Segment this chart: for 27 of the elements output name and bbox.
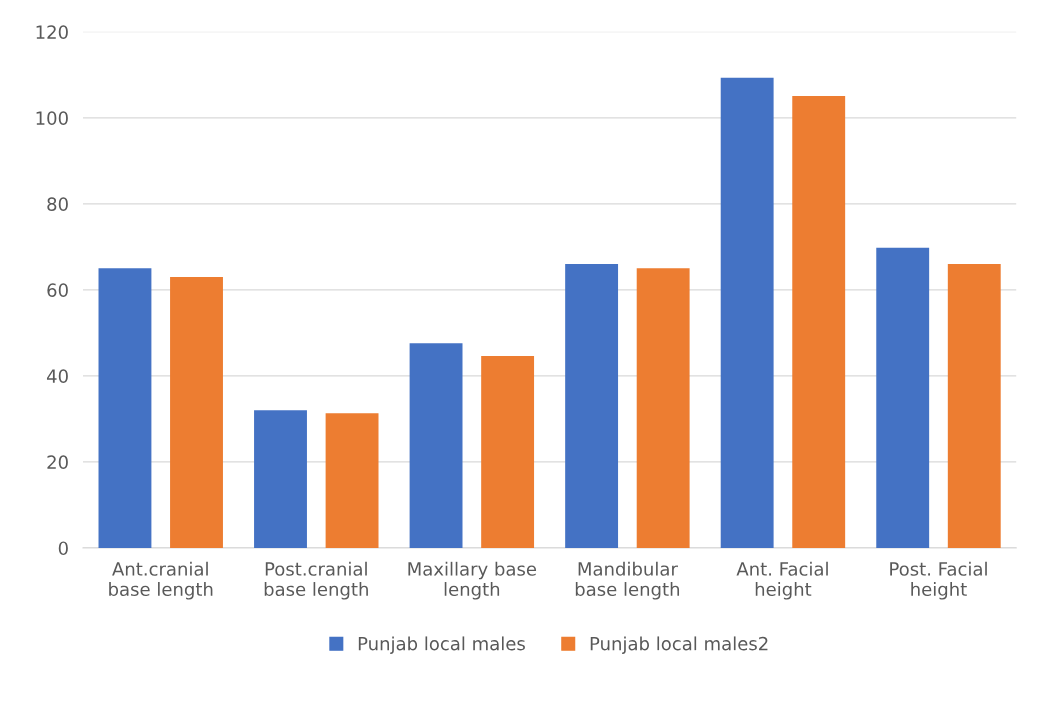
bar [254, 410, 307, 548]
bar [565, 264, 619, 548]
bar [325, 413, 379, 548]
y-tick-label: 0 [58, 541, 68, 556]
bar [170, 276, 223, 548]
y-tick-label: 40 [46, 369, 68, 383]
x-tick-label: Ant. Facial height [736, 561, 828, 600]
x-tick-label: Maxillary base length [408, 561, 537, 600]
bar [876, 247, 930, 548]
bar [720, 77, 774, 548]
x-tick-label: Post.cranial base length [264, 561, 368, 600]
x-tick-label: Ant.cranial base length [109, 561, 213, 600]
bar [636, 268, 690, 548]
y-tick-label: 60 [47, 283, 68, 297]
y-tick-label: 80 [47, 197, 68, 211]
bar [98, 268, 152, 548]
y-tick-label: 120 [36, 25, 68, 39]
bar [947, 264, 1001, 548]
y-tick-label: 20 [47, 455, 68, 470]
x-tick-label: Mandibular base length [575, 561, 680, 600]
legend-label: Punjab local males2 [590, 636, 768, 654]
bar [481, 356, 535, 548]
bar [792, 95, 846, 548]
x-tick-label: Post. Facial height [890, 561, 987, 600]
y-tick-label: 100 [36, 111, 68, 125]
bar [409, 343, 463, 548]
legend-label: Punjab local males [358, 636, 525, 654]
